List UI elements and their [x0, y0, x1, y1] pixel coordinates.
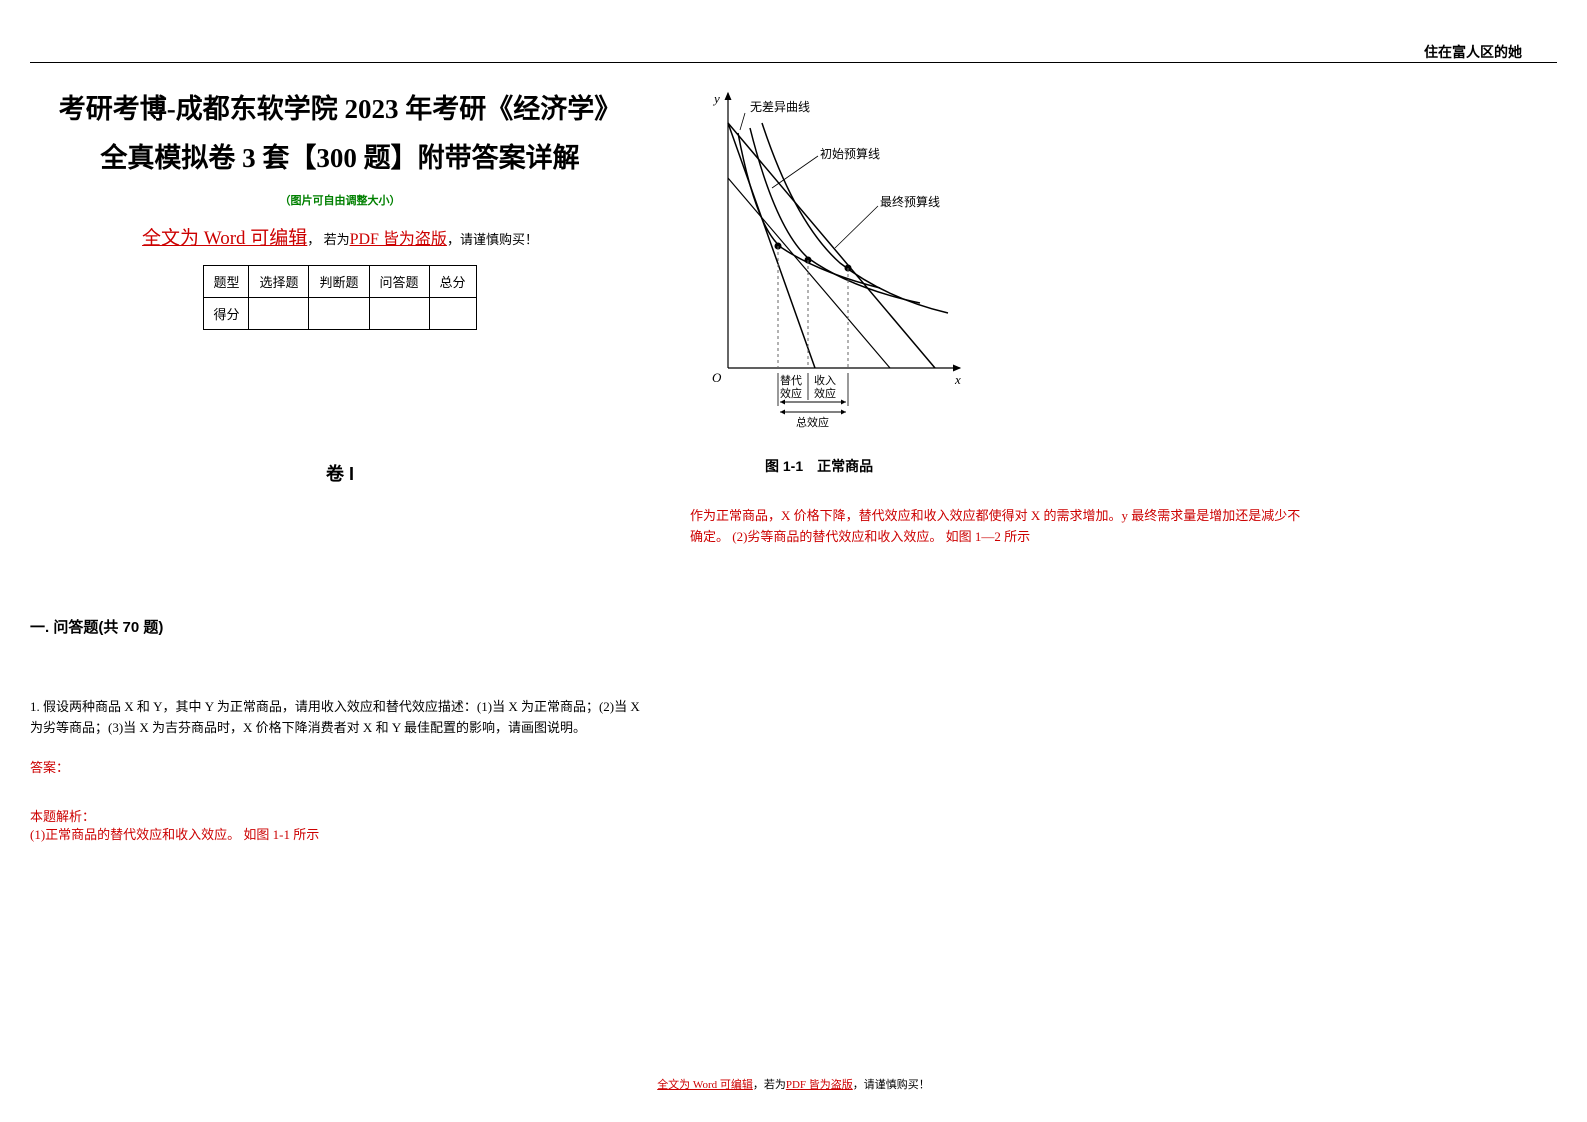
total-effect-label: 总效应	[796, 415, 829, 429]
initial-pointer	[772, 156, 818, 188]
main-title-line1: 考研考博-成都东软学院 2023 年考研《经济学》	[30, 85, 650, 134]
right-column: y x O	[690, 30, 1310, 844]
footer-suffix: ，请谨慎购买！	[853, 1079, 930, 1091]
sub-effect-label-2: 效应	[780, 386, 802, 400]
score-essay	[369, 298, 429, 330]
editable-pdf: PDF 皆为盗版	[350, 231, 447, 248]
footer-pdf: PDF 皆为盗版	[786, 1079, 853, 1091]
score-total	[429, 298, 476, 330]
header-judge: 判断题	[309, 266, 369, 298]
header-right-text: 住在富人区的她	[1424, 42, 1522, 62]
footer: 全文为 Word 可编辑，若为PDF 皆为盗版，请谨慎购买！	[0, 1076, 1587, 1092]
initial-budget-label: 初始预算线	[820, 146, 880, 161]
footer-prefix: 全文为 Word 可编辑	[657, 1079, 753, 1091]
table-header-row: 题型 选择题 判断题 问答题 总分	[204, 266, 476, 298]
inc-effect-label-2: 效应	[814, 386, 836, 400]
inc-effect-label-1: 收入	[814, 373, 836, 387]
question-1-text: 1. 假设两种商品 X 和 Y，其中 Y 为正常商品，请用收入效应和替代效应描述…	[30, 697, 650, 739]
final-pointer	[835, 206, 878, 248]
editable-warning: 全文为 Word 可编辑， 若为PDF 皆为盗版，请谨慎购买！	[30, 223, 650, 250]
initial-budget-line	[728, 123, 815, 368]
header-essay: 问答题	[369, 266, 429, 298]
analysis-label: 本题解析：	[30, 806, 650, 825]
indifference-label: 无差异曲线	[750, 100, 810, 114]
score-choice	[249, 298, 309, 330]
header-choice: 选择题	[249, 266, 309, 298]
sub-effect-label-1: 替代	[780, 373, 802, 387]
table-score-row: 得分	[204, 298, 476, 330]
chart-caption: 图 1-1 正常商品	[765, 456, 1310, 476]
page-container: 考研考博-成都东软学院 2023 年考研《经济学》 全真模拟卷 3 套【300 …	[0, 0, 1587, 844]
image-adjustable-note: （图片可自由调整大小）	[30, 192, 650, 208]
right-analysis-text: 作为正常商品，X 价格下降，替代效应和收入效应都使得对 X 的需求增加。y 最终…	[690, 506, 1310, 548]
answer-label: 答案：	[30, 757, 650, 776]
analysis-text: (1)正常商品的替代效应和收入效应。 如图 1-1 所示	[30, 825, 650, 845]
header-total: 总分	[429, 266, 476, 298]
chart-svg: y x O	[700, 88, 990, 448]
section-title: 一. 问答题(共 70 题)	[30, 616, 650, 637]
y-label: y	[712, 91, 720, 106]
main-title-line2: 全真模拟卷 3 套【300 题】附带答案详解	[30, 134, 650, 183]
economics-chart: y x O	[700, 88, 990, 448]
header-type: 题型	[204, 266, 249, 298]
editable-mid: 若为	[324, 232, 350, 247]
editable-comma: ，	[307, 232, 320, 247]
left-column: 考研考博-成都东软学院 2023 年考研《经济学》 全真模拟卷 3 套【300 …	[30, 30, 650, 844]
editable-prefix: 全文为 Word 可编辑	[142, 228, 307, 249]
footer-mid: ，若为	[753, 1079, 786, 1091]
volume-label: 卷 I	[30, 460, 650, 486]
indifference-pointer	[740, 113, 745, 130]
editable-suffix: ，请谨慎购买！	[447, 232, 538, 247]
score-judge	[309, 298, 369, 330]
score-label: 得分	[204, 298, 249, 330]
score-table: 题型 选择题 判断题 问答题 总分 得分	[203, 265, 476, 330]
origin-label: O	[712, 370, 722, 385]
final-budget-label: 最终预算线	[880, 194, 940, 209]
x-label: x	[954, 372, 961, 387]
compensated-budget-line	[728, 178, 890, 368]
